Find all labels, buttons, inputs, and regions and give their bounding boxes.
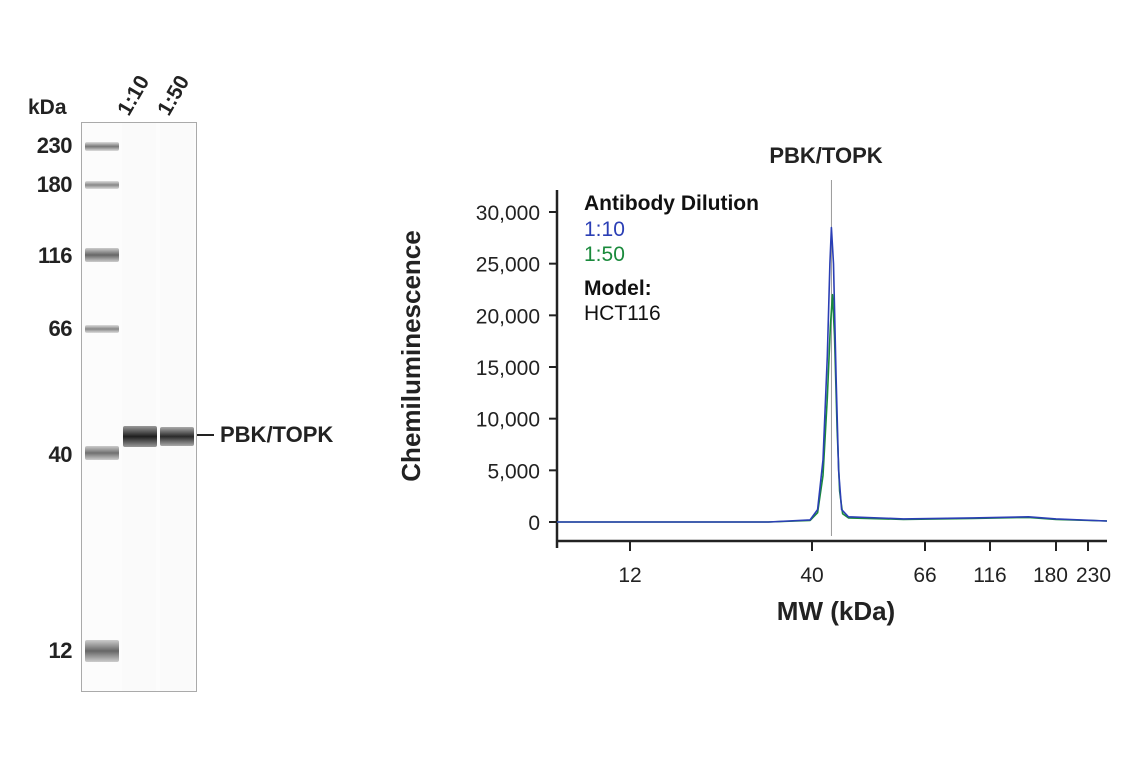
series-line-1-50 xyxy=(557,293,1108,523)
ladder-band-230 xyxy=(85,142,119,151)
legend-title: Antibody Dilution xyxy=(584,192,759,215)
lane-2 xyxy=(160,123,194,691)
y-axis-label: Chemiluminescence xyxy=(396,230,426,481)
sample-band-1-10 xyxy=(123,426,157,447)
marker-label: 40 xyxy=(48,442,73,467)
blot-image xyxy=(81,122,197,692)
band-pointer-line xyxy=(197,434,214,436)
model-label: Model: xyxy=(584,277,652,300)
legend-entry-1-10: 1:10 xyxy=(584,218,625,241)
chart-title: PBK/TOPK xyxy=(769,143,882,168)
x-tick-label: 66 xyxy=(913,564,936,587)
ladder-band-40 xyxy=(85,446,119,460)
y-tick-label: 25,000 xyxy=(476,254,540,277)
x-tick-label: 180 xyxy=(1033,564,1068,587)
marker-label: 12 xyxy=(48,638,73,663)
marker-label: 180 xyxy=(36,172,73,197)
x-tick-label: 40 xyxy=(800,564,823,587)
x-axis-label: MW (kDa) xyxy=(777,596,895,626)
y-tick-label: 15,000 xyxy=(476,357,540,380)
ladder-band-116 xyxy=(85,248,119,262)
marker-label: 66 xyxy=(48,316,73,341)
marker-label: 230 xyxy=(36,133,73,158)
model-value: HCT116 xyxy=(584,302,661,325)
legend-entry-1-50: 1:50 xyxy=(584,243,625,266)
y-tick-label: 10,000 xyxy=(476,409,540,432)
y-tick-label: 5,000 xyxy=(487,460,540,483)
x-tick-label: 230 xyxy=(1076,564,1111,587)
lane-1 xyxy=(122,123,156,691)
y-tick-label: 0 xyxy=(528,512,540,535)
y-tick-label: 20,000 xyxy=(476,305,540,328)
series-line-1-10 xyxy=(557,226,1108,523)
x-tick-label: 12 xyxy=(618,564,641,587)
x-tick-label: 116 xyxy=(973,564,1006,587)
kda-unit-label: kDa xyxy=(28,96,67,119)
band-label: PBK/TOPK xyxy=(220,422,334,447)
sample-band-1-50 xyxy=(160,427,194,446)
ladder-band-66 xyxy=(85,325,119,333)
marker-label: 116 xyxy=(38,243,73,268)
y-tick-label: 30,000 xyxy=(476,202,540,225)
ladder-band-180 xyxy=(85,181,119,189)
ladder-band-12 xyxy=(85,640,119,662)
